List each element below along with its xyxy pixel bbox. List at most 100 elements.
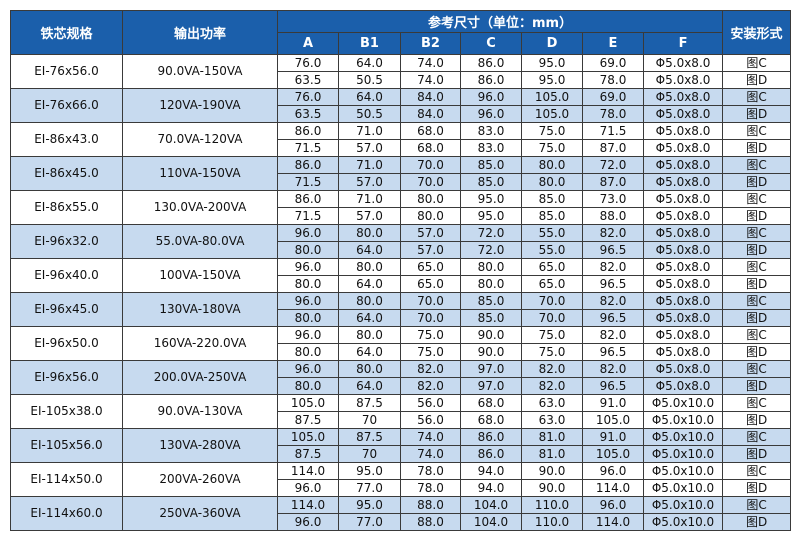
table-cell: 55.0 bbox=[521, 224, 583, 242]
table-cell: 78.0 bbox=[400, 479, 461, 497]
table-cell: Φ5.0x10.0 bbox=[642, 462, 724, 480]
table-cell: 85.0 bbox=[460, 292, 522, 310]
table-cell: 80.0 bbox=[338, 224, 401, 242]
table-cell: 86.0 bbox=[277, 156, 339, 174]
spec-cell: EI-96x32.0 bbox=[10, 224, 123, 259]
power-cell: 90.0VA-130VA bbox=[122, 394, 278, 429]
table-cell: Φ5.0x8.0 bbox=[642, 275, 724, 293]
table-cell: 图C bbox=[722, 224, 792, 242]
table-cell: 65.0 bbox=[521, 258, 583, 276]
table-cell: 70.0 bbox=[400, 156, 461, 174]
spec-cell: EI-86x43.0 bbox=[10, 122, 123, 157]
table-row: 71.5 57.0 68.0 83.0 75.0 87.0 Φ5.0x8.0 图D bbox=[11, 139, 792, 157]
table-cell: 75.0 bbox=[400, 343, 461, 361]
table-cell: 72.0 bbox=[582, 156, 644, 174]
table-cell: 69.0 bbox=[582, 88, 644, 106]
table-cell: 91.0 bbox=[582, 394, 644, 412]
table-cell: 90.0 bbox=[460, 343, 522, 361]
table-cell: 83.0 bbox=[460, 122, 522, 140]
spec-table: 铁芯规格 输出功率 参考尺寸（单位：mm） 安装形式 A B1 B2 C D E F EI-… bbox=[10, 10, 792, 531]
table-cell: Φ5.0x8.0 bbox=[642, 377, 724, 395]
header-cell: D bbox=[521, 32, 583, 55]
table-cell: 96.0 bbox=[582, 462, 644, 480]
table-cell: 图D bbox=[722, 241, 792, 259]
table-cell: Φ5.0x8.0 bbox=[642, 224, 724, 242]
table-cell: 95.0 bbox=[338, 496, 401, 514]
spec-cell: EI-114x60.0 bbox=[10, 496, 123, 531]
table-cell: Φ5.0x8.0 bbox=[642, 241, 724, 259]
table-cell: 110.0 bbox=[521, 496, 583, 514]
power-cell: 130.0VA-200VA bbox=[122, 190, 278, 225]
table-cell: 81.0 bbox=[521, 445, 583, 463]
table-cell: 80.0 bbox=[338, 326, 401, 344]
table-cell: 86.0 bbox=[277, 122, 339, 140]
header-cell: A bbox=[277, 32, 339, 55]
table-cell: 57.0 bbox=[338, 173, 401, 191]
table-cell: 80.0 bbox=[277, 309, 339, 327]
table-row: 80.0 64.0 65.0 80.0 65.0 96.5 Φ5.0x8.0 图D bbox=[11, 275, 792, 293]
table-cell: 87.0 bbox=[582, 173, 644, 191]
spec-cell: EI-96x45.0 bbox=[10, 292, 123, 327]
table-cell: 71.5 bbox=[277, 173, 339, 191]
spec-cell: EI-86x55.0 bbox=[10, 190, 123, 225]
table-cell: 80.0 bbox=[400, 207, 461, 225]
table-row: 96.0 77.0 78.0 94.0 90.0 114.0 Φ5.0x10.0 图D bbox=[11, 479, 792, 497]
table-cell: 50.5 bbox=[338, 71, 401, 89]
table-cell: 78.0 bbox=[582, 105, 644, 123]
table-cell: 图D bbox=[722, 377, 792, 395]
table-cell: 图C bbox=[722, 258, 792, 276]
power-cell: 130VA-280VA bbox=[122, 428, 278, 463]
table-cell: 64.0 bbox=[338, 88, 401, 106]
table-cell: 82.0 bbox=[400, 360, 461, 378]
power-cell: 110VA-150VA bbox=[122, 156, 278, 191]
table-cell: 图D bbox=[722, 71, 792, 89]
table-row: 87.5 70 74.0 86.0 81.0 105.0 Φ5.0x10.0 图D bbox=[11, 445, 792, 463]
table-cell: 114.0 bbox=[582, 479, 644, 497]
table-cell: 94.0 bbox=[460, 479, 522, 497]
table-cell: 72.0 bbox=[460, 241, 522, 259]
table-cell: 72.0 bbox=[460, 224, 522, 242]
table-cell: 68.0 bbox=[460, 411, 522, 429]
table-cell: 74.0 bbox=[400, 445, 461, 463]
table-cell: 87.5 bbox=[277, 445, 339, 463]
table-cell: Φ5.0x10.0 bbox=[642, 394, 724, 412]
table-cell: 57.0 bbox=[400, 224, 461, 242]
table-cell: 82.0 bbox=[582, 224, 644, 242]
table-cell: Φ5.0x8.0 bbox=[642, 71, 724, 89]
table-cell: 77.0 bbox=[338, 479, 401, 497]
table-cell: 82.0 bbox=[521, 360, 583, 378]
table-cell: 80.0 bbox=[277, 275, 339, 293]
table-cell: 68.0 bbox=[400, 139, 461, 157]
table-cell: 85.0 bbox=[460, 309, 522, 327]
table-cell: 70 bbox=[338, 445, 401, 463]
table-cell: 68.0 bbox=[400, 122, 461, 140]
table-cell: 75.0 bbox=[521, 139, 583, 157]
spec-cell: EI-76x56.0 bbox=[10, 54, 123, 89]
table-cell: 图C bbox=[722, 292, 792, 310]
table-cell: 63.5 bbox=[277, 71, 339, 89]
table-cell: 80.0 bbox=[277, 343, 339, 361]
table-cell: 75.0 bbox=[521, 122, 583, 140]
power-cell: 100VA-150VA bbox=[122, 258, 278, 293]
table-cell: Φ5.0x10.0 bbox=[642, 411, 724, 429]
table-cell: 91.0 bbox=[582, 428, 644, 446]
table-cell: 图C bbox=[722, 122, 792, 140]
table-cell: 87.0 bbox=[582, 139, 644, 157]
table-cell: 76.0 bbox=[277, 88, 339, 106]
table-cell: Φ5.0x10.0 bbox=[642, 445, 724, 463]
table-cell: 82.0 bbox=[582, 360, 644, 378]
table-cell: 94.0 bbox=[460, 462, 522, 480]
spec-cell: EI-76x66.0 bbox=[10, 88, 123, 123]
table-cell: 50.5 bbox=[338, 105, 401, 123]
table-cell: 图C bbox=[722, 156, 792, 174]
table-cell: 图C bbox=[722, 190, 792, 208]
table-cell: Φ5.0x8.0 bbox=[642, 122, 724, 140]
table-cell: 71.0 bbox=[338, 190, 401, 208]
table-cell: 82.0 bbox=[521, 377, 583, 395]
table-cell: Φ5.0x8.0 bbox=[642, 309, 724, 327]
table-cell: 图C bbox=[722, 394, 792, 412]
table-cell: 71.5 bbox=[277, 139, 339, 157]
table-cell: 图D bbox=[722, 207, 792, 225]
table-cell: 86.0 bbox=[277, 190, 339, 208]
